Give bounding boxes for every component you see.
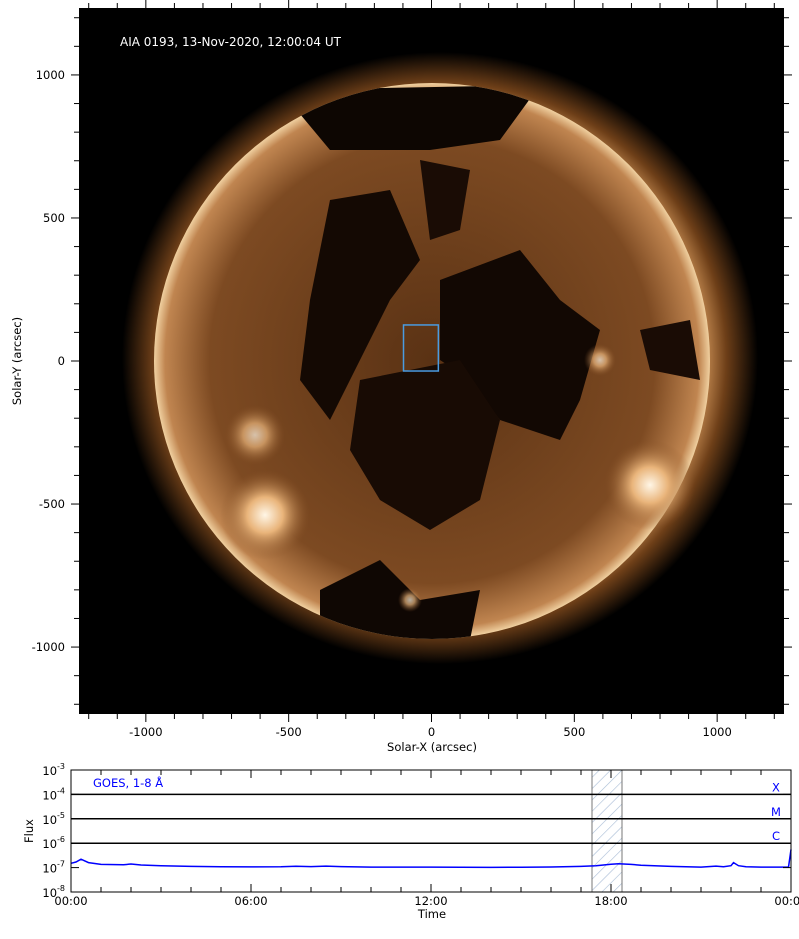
region-of-interest-box[interactable] [402,324,440,372]
y-tick-label: 500 [43,211,65,225]
y-tick-label: -500 [39,497,65,511]
goes-xlabel: Time [417,907,446,921]
x-tick-label: 18:00 [594,894,627,908]
x-tick-label: 0 [428,725,435,739]
active-region [220,470,310,560]
goes-legend: GOES, 1-8 Å [93,775,163,790]
image-xlabel: Solar-X (arcsec) [387,740,477,754]
highlight-interval [591,769,623,893]
active-region [225,405,285,465]
goes-flux-line [70,849,792,869]
y-tick-label: 10-3 [42,762,65,778]
active-region [398,588,422,612]
y-tick-label: 10-5 [42,811,65,827]
image-ylabel: Solar-Y (arcsec) [10,317,24,405]
x-tick-label: 06:00 [234,894,267,908]
class-label-x: X [772,780,780,794]
active-region [584,344,616,376]
y-tick-label: -1000 [32,640,65,654]
goes-lightcurve-panel: XMC 00:00 06:00 12:00 18:00 00:00 10-3 10-4 10-… [22,762,799,921]
y-tick-label: 0 [58,354,65,368]
x-tick-label: 500 [563,725,585,739]
x-tick-label: -500 [276,725,302,739]
x-tick-label: -1000 [129,725,162,739]
y-tick-label: 10-7 [42,860,65,876]
x-tick-label: 00:00 [774,894,799,908]
image-axes: -1000 -500 0 500 1000 1000 500 0 -500 -1000 [32,0,792,739]
goes-plot-frame [70,769,792,893]
image-title: AIA 0193, 13-Nov-2020, 12:00:04 UT [120,35,342,49]
y-tick-label: 10-6 [42,835,65,851]
active-region [605,440,695,530]
x-tick-label: 12:00 [414,894,447,908]
x-tick-label: 00:00 [54,894,87,908]
x-tick-label: 1000 [703,725,732,739]
y-tick-label: 1000 [36,68,65,82]
class-label-m: M [771,805,781,819]
goes-axes: 00:00 06:00 12:00 18:00 00:00 10-3 10-4 10-5 10-… [42,762,799,908]
class-label-c: C [772,829,780,843]
flare-class-lines: XMC [71,780,791,844]
y-tick-label: 10-4 [42,786,65,802]
aia-image-panel: AIA 0193, 13-Nov-2020, 12:00:04 UT -1000… [10,0,792,754]
goes-ylabel: Flux [22,819,36,843]
y-tick-label: 10-8 [42,884,65,900]
